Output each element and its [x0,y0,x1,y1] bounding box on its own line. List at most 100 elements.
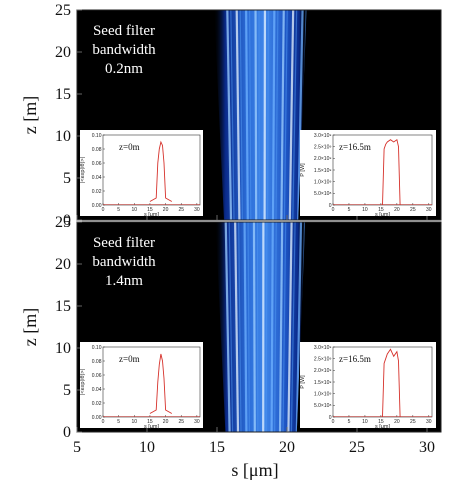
inset-y-tick-label: 2.0×10⁹ [314,156,332,162]
seed-filter-annotation: Seed filter bandwidth 0.2nm [92,23,156,77]
inset-plot: 0 5 10 15 20 25 30 s [μm] 0 5.0×10⁸ 1.0×10⁹ 1.5×10⁹… [300,130,436,218]
inset-frame [102,346,201,418]
inset-x-tick-label: 10 [132,419,138,425]
seed-filter-annotation: Seed filter bandwidth 1.4nm [92,235,156,289]
beam-streak [265,222,268,432]
annotation-line: Seed filter [93,235,155,251]
inset-y-tick-label: 2.5×10⁹ [314,356,332,362]
beam-streak [224,222,231,432]
inset-x-tick-label: 20 [163,207,169,213]
inset-y-tick-label: 0.02 [92,401,102,407]
inset-y-tick-label: 1.5×10⁹ [314,168,332,174]
beam-streak [239,10,243,220]
beam-streak [275,10,279,220]
inset-plot: 0 5 10 15 20 25 30 s [μm] 0.00 0.02 0.04 0.06 0.08 0.… [80,130,203,218]
inset-x-tick-label: 10 [362,207,368,213]
inset-y-tick-label: 0.00 [92,203,102,209]
inset-y-label: |<exp(iθ)>| [80,157,86,183]
beam-streak [238,222,242,432]
beam-streak [247,222,250,432]
inset-x-tick-label: 25 [178,207,184,213]
x-tick-label: 10 [139,439,155,456]
inset-x-tick-label: 5 [117,207,120,213]
inset-y-tick-label: 0.10 [92,133,102,139]
annotation-line: 0.2nm [105,61,143,77]
inset-x-tick-label: 15 [147,207,153,213]
beam-streak [234,222,240,432]
beam-streak [271,10,276,220]
inset-plot: 0 5 10 15 20 25 30 s [μm] 0 5.0×10⁸ 1.0×10⁹ 1.5×10⁹… [300,342,436,430]
inset-x-label: s [μm] [144,212,160,218]
x-axis-label: s [μm] [231,460,278,480]
panel-1: Seed filter bandwidth 0.2nm 0 5 10 15 20 25 z [m]… [20,2,442,229]
y-axis-label: z [m] [20,96,40,134]
inset-x-tick-label: 20 [163,419,169,425]
y-tick-label: 10 [55,128,71,145]
x-tick-label: 30 [419,439,435,456]
inset-z-label: z=0m [119,354,140,364]
beam-streak [295,222,303,432]
inset-y-tick-label: 1.0×10⁹ [314,179,332,185]
beam-streak [270,222,274,432]
inset-x-tick-label: 30 [426,419,432,425]
inset-y-tick-label: 1.0×10⁹ [314,391,332,397]
beam-streak [292,10,298,220]
inset-x-tick-label: 0 [102,419,105,425]
y-tick-label: 20 [55,44,71,61]
inset-x-tick-label: 30 [426,207,432,213]
beam-streak [283,10,288,220]
inset-x-tick-label: 15 [378,207,384,213]
y-tick-label: 15 [55,86,71,103]
inset-x-tick-label: 25 [410,419,416,425]
inset-y-tick-label: 0.10 [92,345,102,351]
beam-streaks [224,222,306,432]
x-tick-label: 15 [209,439,225,456]
inset-curve [382,138,401,206]
panel-frame [76,9,442,221]
y-tick-label: 0 [63,424,71,441]
y-tick-label: 15 [55,298,71,315]
beam-streak [243,222,248,432]
beam-streak [249,10,252,220]
inset-z-label: z=0m [119,142,140,152]
inset-background [80,130,203,216]
inset-y-tick-label: 0.02 [92,189,102,195]
inset-y-tick-label: 2.5×10⁹ [314,144,332,150]
inset-y-tick-label: 0.06 [92,373,102,379]
inset-background [300,342,436,428]
inset-frame [102,134,201,206]
inset-x-tick-label: 10 [132,207,138,213]
inset-z-label: z=16.5m [339,142,371,152]
inset-y-tick-label: 0.04 [92,175,102,181]
inset-x-tick-label: 20 [394,207,400,213]
beam-streak [228,222,234,432]
inset-x-tick-label: 0 [332,207,335,213]
inset-curve [149,353,173,414]
y-tick-label: 25 [55,2,71,19]
inset-y-tick-label: 0 [329,415,332,421]
panels: Seed filter bandwidth 0.2nm 0 5 10 15 20 25 z [m]… [20,2,442,456]
inset-x-tick-label: 15 [378,419,384,425]
inset-y-label: |<exp(iθ)>| [80,369,86,395]
inset-x-tick-label: 30 [194,207,200,213]
inset-y-tick-label: 0 [329,203,332,209]
inset-x-label: s [μm] [375,424,391,430]
inset-x-tick-label: 5 [348,419,351,425]
inset-y-tick-label: 0.06 [92,161,102,167]
beam-streak [254,10,258,220]
annotation-line: bandwidth [92,42,156,58]
beam-streak [245,10,249,220]
inset-x-tick-label: 0 [332,419,335,425]
beam-streak [230,10,235,220]
y-tick-label: 20 [55,256,71,273]
y-tick-label: 5 [63,170,71,187]
inset-x-tick-label: 10 [362,419,368,425]
inset-y-tick-label: 0.04 [92,387,102,393]
beam-streak [282,222,287,432]
inset-x-label: s [μm] [375,212,391,218]
beam-streak [267,10,270,220]
inset-y-tick-label: 5.0×10⁸ [314,191,332,197]
inset-y-tick-label: 3.0×10⁹ [314,345,332,351]
beam-streak [226,10,233,220]
